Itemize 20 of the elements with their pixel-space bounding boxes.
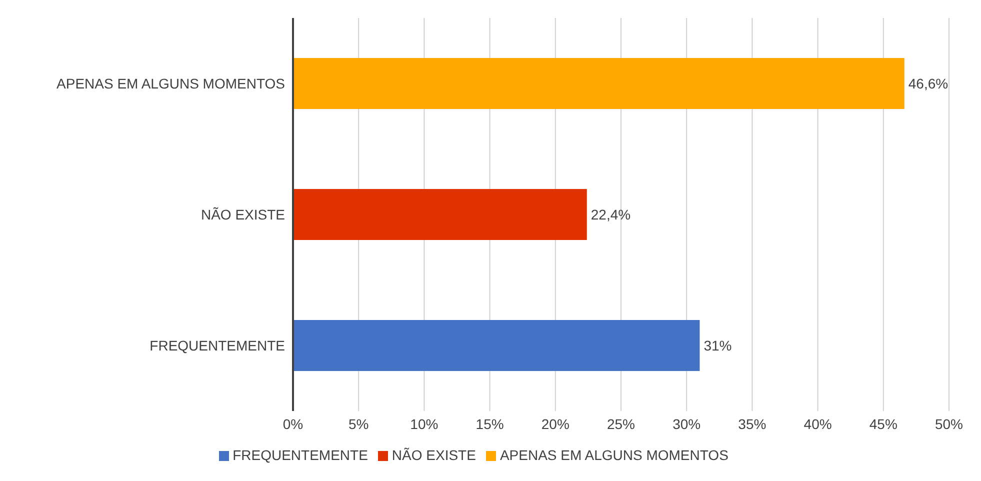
x-tick-label: 25%	[606, 416, 636, 432]
x-tick-label: 40%	[804, 416, 832, 432]
data-label: 46,6%	[908, 76, 948, 92]
x-tick-label: 50%	[934, 416, 964, 432]
x-tick-label: 20%	[541, 416, 570, 432]
legend-label: NÃO EXISTE	[392, 447, 476, 463]
x-tick-label: 5%	[348, 416, 369, 432]
x-tick-label: 15%	[476, 416, 504, 432]
x-tick-label: 30%	[672, 416, 701, 432]
x-tick-label: 35%	[738, 416, 766, 432]
y-tick-label: FREQUENTEMENTE	[150, 337, 285, 354]
x-tick-label: 0%	[282, 416, 304, 432]
y-tick-label: APENAS EM ALGUNS MOMENTOS	[56, 75, 285, 92]
legend-label: APENAS EM ALGUNS MOMENTOS	[500, 447, 728, 463]
y-tick-label: NÃO EXISTE	[200, 206, 285, 222]
x-tick-label: 45%	[869, 416, 898, 432]
legend-label: FREQUENTEMENTE	[232, 447, 368, 463]
data-label: 31%	[704, 338, 732, 354]
x-tick-label: 10%	[410, 416, 438, 432]
data-label: 22,4%	[590, 206, 631, 222]
